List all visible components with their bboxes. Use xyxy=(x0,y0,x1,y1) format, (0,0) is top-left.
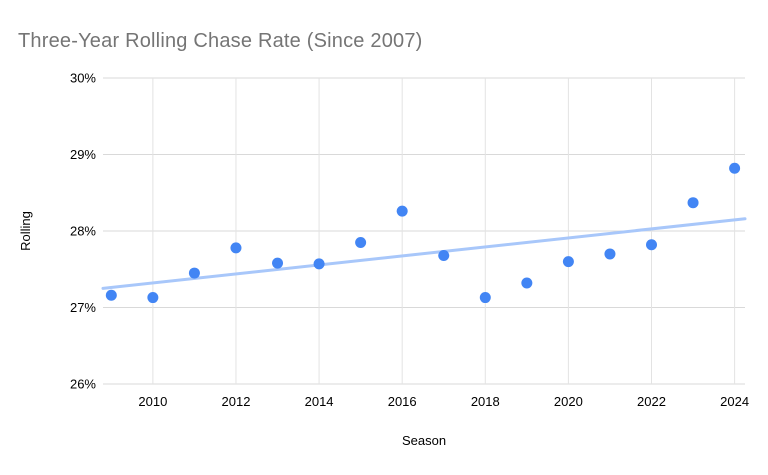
x-tick-label: 2012 xyxy=(222,394,251,409)
data-point xyxy=(313,258,325,270)
x-tick-label: 2022 xyxy=(637,394,666,409)
x-tick-label: 2018 xyxy=(471,394,500,409)
x-axis-title: Season xyxy=(402,433,446,448)
y-tick-label: 28% xyxy=(70,224,96,239)
data-point xyxy=(396,205,408,217)
x-tick-label: 2024 xyxy=(720,394,749,409)
data-point xyxy=(646,239,658,251)
data-point xyxy=(355,236,367,248)
x-tick-label: 2020 xyxy=(554,394,583,409)
x-tick-label: 2016 xyxy=(388,394,417,409)
y-tick-label: 26% xyxy=(70,377,96,392)
data-point xyxy=(272,257,284,269)
data-point xyxy=(604,248,616,260)
data-point xyxy=(105,289,117,301)
x-tick-label: 2014 xyxy=(305,394,334,409)
chart-title: Three-Year Rolling Chase Rate (Since 200… xyxy=(18,30,423,52)
y-tick-label: 29% xyxy=(70,147,96,162)
data-point xyxy=(521,277,533,289)
y-tick-label: 30% xyxy=(70,71,96,86)
x-tick-label: 2010 xyxy=(138,394,167,409)
trend-line xyxy=(101,217,747,290)
data-point xyxy=(147,292,159,304)
data-point xyxy=(479,292,491,304)
y-tick-label: 27% xyxy=(70,300,96,315)
data-point xyxy=(230,242,242,254)
y-axis-title: Rolling xyxy=(18,211,33,251)
data-point xyxy=(188,267,200,279)
data-point xyxy=(562,256,574,268)
data-point xyxy=(438,249,450,261)
data-point xyxy=(687,197,699,209)
data-point xyxy=(729,162,741,174)
